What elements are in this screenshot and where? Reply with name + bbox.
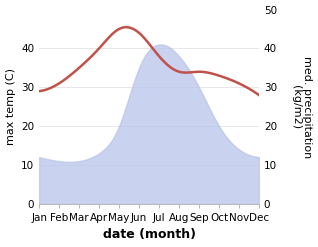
Y-axis label: max temp (C): max temp (C) [5, 68, 16, 145]
Y-axis label: med. precipitation
(kg/m2): med. precipitation (kg/m2) [291, 56, 313, 158]
X-axis label: date (month): date (month) [102, 228, 196, 242]
